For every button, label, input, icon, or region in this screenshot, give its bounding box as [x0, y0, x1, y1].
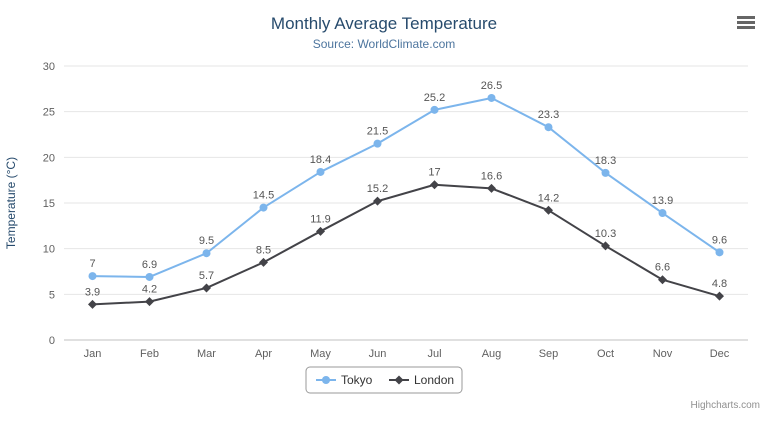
- chart-subtitle: Source: WorldClimate.com: [313, 37, 456, 51]
- data-label-london: 6.6: [655, 262, 670, 274]
- data-label-tokyo: 21.5: [367, 126, 388, 138]
- data-label-london: 3.9: [85, 286, 100, 298]
- export-menu-button[interactable]: [730, 12, 762, 34]
- y-axis-tick-label: 25: [43, 107, 55, 119]
- data-point-tokyo[interactable]: [88, 272, 97, 281]
- legend-label-london: London: [414, 373, 454, 387]
- data-label-tokyo: 25.2: [424, 92, 445, 104]
- legend-label-tokyo: Tokyo: [341, 373, 373, 387]
- series-line-london: [91, 183, 721, 306]
- data-label-london: 16.6: [481, 170, 502, 182]
- data-point-tokyo[interactable]: [145, 272, 154, 281]
- x-axis-tick-label: Jan: [84, 348, 102, 360]
- data-label-tokyo: 26.5: [481, 80, 502, 92]
- data-point-tokyo[interactable]: [259, 203, 268, 212]
- data-label-tokyo: 13.9: [652, 195, 673, 207]
- data-point-london[interactable]: [487, 183, 496, 193]
- legend-border: [305, 366, 463, 394]
- data-label-london: 11.9: [310, 213, 331, 225]
- data-point-london[interactable]: [601, 241, 610, 251]
- data-point-tokyo[interactable]: [430, 105, 439, 114]
- x-axis-tick-label: Mar: [197, 348, 216, 360]
- data-label-london: 10.3: [595, 228, 616, 240]
- x-axis-tick-label: Aug: [482, 348, 502, 360]
- x-axis-tick-label: Sep: [539, 348, 559, 360]
- data-point-tokyo[interactable]: [373, 139, 382, 148]
- data-label-tokyo: 23.3: [538, 109, 559, 121]
- data-label-london: 17: [428, 167, 440, 179]
- legend-item-tokyo[interactable]: Tokyo: [316, 373, 373, 387]
- data-point-tokyo[interactable]: [601, 168, 610, 177]
- x-axis-tick-label: Oct: [597, 348, 614, 360]
- y-axis-title: Temperature (°C): [4, 157, 18, 249]
- data-point-tokyo[interactable]: [658, 209, 667, 218]
- data-label-tokyo: 9.5: [199, 235, 214, 247]
- legend-marker-tokyo-icon: [322, 376, 330, 384]
- x-axis-tick-label: May: [310, 348, 331, 360]
- x-axis-tick-label: Feb: [140, 348, 159, 360]
- y-axis-tick-label: 15: [43, 198, 55, 210]
- legend-item-london[interactable]: London: [389, 373, 454, 387]
- series-line-tokyo: [91, 96, 721, 278]
- highcharts-credits-link[interactable]: Highcharts.com: [691, 400, 760, 411]
- y-axis-tick-label: 20: [43, 152, 55, 164]
- data-label-tokyo: 6.9: [142, 259, 157, 271]
- data-point-tokyo[interactable]: [202, 249, 211, 258]
- data-point-london[interactable]: [544, 205, 553, 215]
- data-point-tokyo[interactable]: [316, 167, 325, 176]
- data-label-tokyo: 18.4: [310, 154, 331, 166]
- data-point-london[interactable]: [715, 291, 724, 301]
- x-axis-tick-label: Jun: [369, 348, 387, 360]
- plot-area: 0 5 10 15 20 25 30 Jan Feb Mar Apr May Jun Jul Aug Sep O…: [43, 61, 748, 360]
- data-point-london[interactable]: [658, 275, 667, 285]
- data-label-london: 15.2: [367, 183, 388, 195]
- y-axis-tick-label: 30: [43, 61, 55, 73]
- data-point-london[interactable]: [259, 257, 268, 267]
- data-label-london: 4.2: [142, 284, 157, 296]
- data-label-london: 14.2: [538, 192, 559, 204]
- data-label-london: 4.8: [712, 278, 727, 290]
- data-point-london[interactable]: [202, 283, 211, 293]
- data-point-tokyo[interactable]: [544, 123, 553, 132]
- data-point-tokyo[interactable]: [487, 93, 496, 102]
- x-axis-tick-label: Dec: [710, 348, 730, 360]
- legend-marker-london-icon: [394, 375, 404, 385]
- data-point-london[interactable]: [373, 196, 382, 206]
- data-point-london[interactable]: [88, 299, 97, 309]
- legend: Tokyo London: [305, 366, 463, 394]
- data-point-london[interactable]: [145, 297, 154, 307]
- data-label-london: 5.7: [199, 270, 214, 282]
- data-point-tokyo[interactable]: [715, 248, 724, 257]
- data-label-london: 8.5: [256, 244, 271, 256]
- hamburger-menu-icon: [737, 16, 755, 29]
- x-axis-tick-label: Jul: [427, 348, 441, 360]
- data-label-tokyo: 18.3: [595, 155, 616, 167]
- chart-title: Monthly Average Temperature: [271, 14, 497, 33]
- x-axis-tick-label: Nov: [653, 348, 673, 360]
- x-axis-tick-label: Apr: [255, 348, 272, 360]
- data-label-tokyo: 9.6: [712, 234, 727, 246]
- data-point-london[interactable]: [316, 226, 325, 236]
- y-axis-tick-label: 10: [43, 244, 55, 256]
- y-axis-tick-label: 0: [49, 335, 55, 347]
- y-axis-tick-label: 5: [49, 289, 55, 301]
- data-point-london[interactable]: [430, 180, 439, 190]
- data-label-tokyo: 7: [89, 258, 95, 270]
- data-label-tokyo: 14.5: [253, 190, 274, 202]
